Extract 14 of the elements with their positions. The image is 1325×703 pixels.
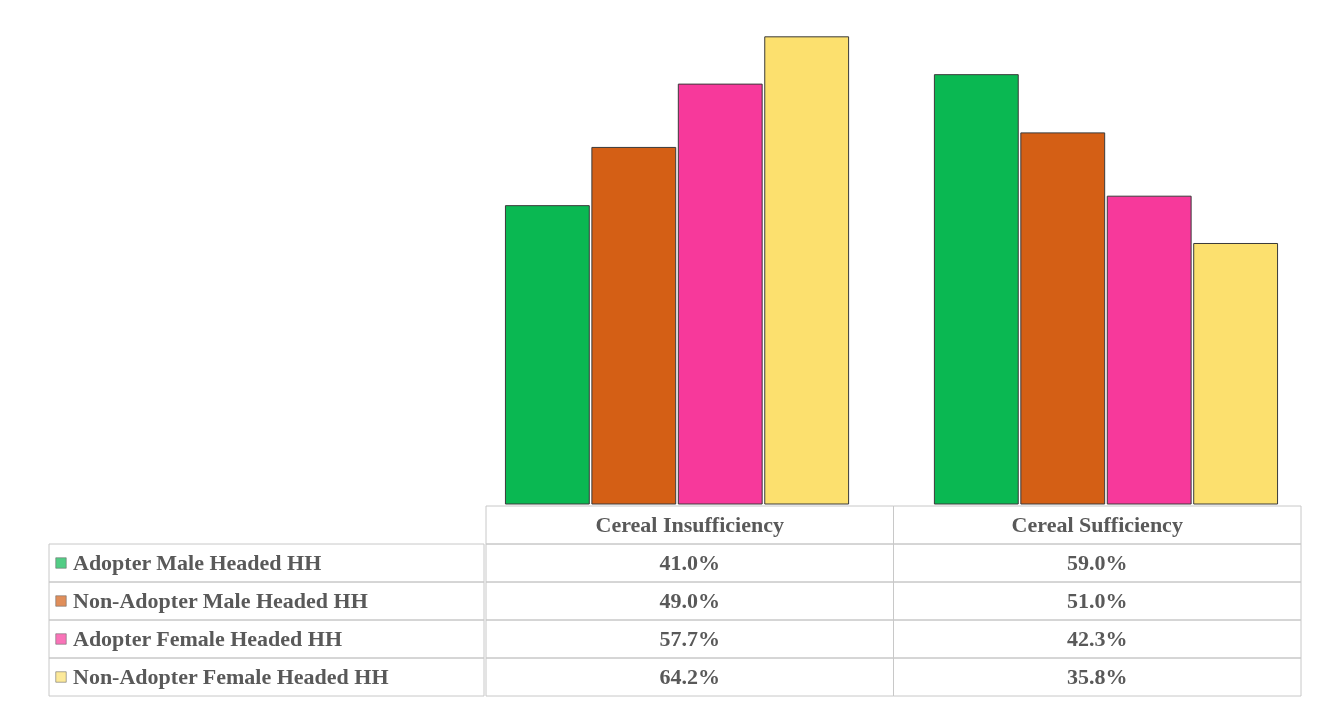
legend-label: Adopter Female Headed HH bbox=[73, 626, 343, 651]
data-label: 59.0% bbox=[1067, 550, 1128, 575]
legend-label: Non-Adopter Female Headed HH bbox=[73, 664, 389, 689]
data-label: 64.2% bbox=[659, 664, 720, 689]
data-label: 35.8% bbox=[1067, 664, 1128, 689]
x-tick-label: Cereal Sufficiency bbox=[1011, 512, 1183, 537]
data-label: 42.3% bbox=[1067, 626, 1128, 651]
legend-label: Adopter Male Headed HH bbox=[73, 550, 322, 575]
data-label: 57.7% bbox=[659, 626, 720, 651]
x-tick-label: Cereal Insufficiency bbox=[595, 512, 784, 537]
legend-label: Non-Adopter Male Headed HH bbox=[73, 588, 368, 613]
data-label: 51.0% bbox=[1067, 588, 1128, 613]
data-label: 49.0% bbox=[659, 588, 720, 613]
data-label: 41.0% bbox=[659, 550, 720, 575]
